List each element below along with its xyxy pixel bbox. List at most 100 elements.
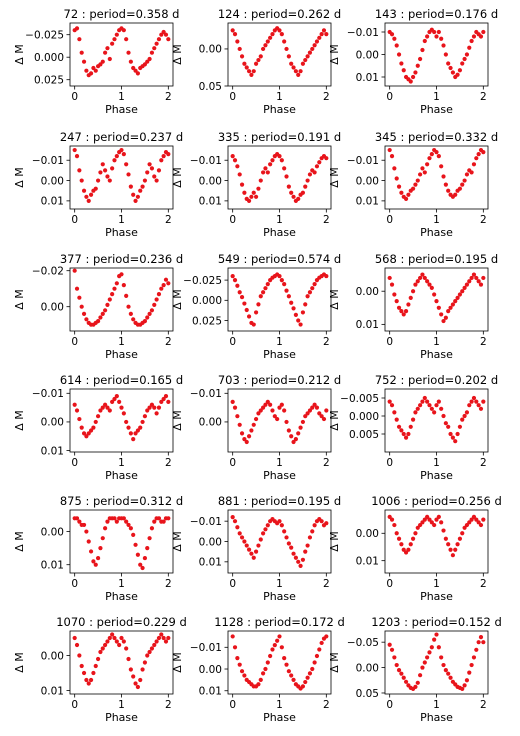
data-point: [124, 519, 129, 524]
data-point: [159, 286, 164, 291]
x-axis-label: Phase: [420, 348, 453, 361]
data-point: [103, 308, 108, 313]
x-axis-label: Phase: [263, 348, 296, 361]
data-point: [112, 158, 117, 163]
y-tick-label: −0.01: [32, 388, 64, 400]
data-point: [161, 519, 166, 524]
y-tick-label: −0.005: [340, 393, 379, 405]
data-point: [396, 305, 402, 310]
data-point: [443, 668, 448, 673]
data-point: [467, 520, 472, 525]
data-point: [289, 61, 294, 66]
x-tick-label: 2: [165, 336, 172, 348]
x-axis-label: Phase: [263, 711, 296, 724]
data-point: [415, 525, 420, 530]
data-point: [429, 285, 434, 290]
data-point: [230, 154, 235, 159]
data-point: [317, 35, 322, 40]
data-point: [166, 152, 171, 157]
data-point: [98, 546, 103, 551]
panel-title: 1070 : period=0.229 d: [56, 615, 187, 629]
data-point: [427, 517, 432, 522]
data-point: [119, 635, 124, 641]
y-axis-label: Δ M: [171, 410, 184, 431]
data-point: [310, 286, 315, 291]
data-point: [291, 677, 296, 682]
chart-panel: 752 : period=0.202 d 0 1 2 −0.005 0.000 0.005 P…: [328, 373, 498, 482]
data-point: [284, 46, 289, 52]
data-point: [441, 318, 446, 324]
data-point: [86, 681, 91, 686]
data-point: [415, 406, 420, 411]
y-tick-label: −0.01: [347, 155, 379, 167]
y-tick-label: −0.05: [347, 637, 379, 649]
data-point: [305, 178, 310, 183]
data-point: [460, 182, 465, 187]
data-point: [142, 178, 148, 183]
data-point: [399, 542, 404, 547]
data-point: [131, 192, 136, 197]
panel-title: 124 : period=0.262 d: [218, 7, 341, 21]
data-point: [307, 408, 313, 413]
data-point: [138, 562, 143, 567]
data-point: [389, 32, 395, 37]
data-point: [263, 43, 268, 48]
data-point: [389, 517, 395, 522]
data-point: [303, 302, 308, 307]
data-point: [159, 399, 164, 404]
data-point: [128, 59, 133, 64]
data-point: [154, 41, 159, 46]
data-point: [392, 522, 397, 528]
y-tick-label: −0.01: [190, 388, 222, 400]
data-point: [460, 417, 465, 422]
data-point: [149, 646, 155, 651]
data-point: [478, 522, 484, 528]
x-axis-label: Phase: [105, 103, 138, 116]
data-point: [140, 565, 145, 571]
data-point: [392, 655, 397, 660]
data-point: [149, 166, 155, 171]
y-tick-label: 0.00: [41, 417, 64, 429]
x-axis-label: Phase: [105, 348, 138, 361]
y-tick-label: 0.025: [34, 75, 64, 87]
data-point: [138, 425, 143, 430]
data-point: [310, 405, 315, 410]
data-point: [128, 431, 133, 436]
data-point: [112, 286, 117, 291]
data-point: [464, 172, 470, 177]
panel-title: 72 : period=0.358 d: [64, 7, 180, 21]
chart-panel: 1006 : period=0.256 d 0 1 2 0.00 0.01 Phase Δ M: [328, 494, 502, 603]
data-point: [464, 282, 470, 287]
data-point: [403, 679, 409, 684]
x-axis-label: Phase: [263, 103, 296, 116]
data-point: [443, 52, 448, 57]
data-point: [95, 178, 101, 183]
panel-title: 568 : period=0.195 d: [375, 252, 498, 266]
data-point: [387, 147, 392, 153]
data-point: [394, 417, 399, 422]
data-point: [296, 318, 301, 323]
data-point: [448, 431, 453, 437]
data-point: [422, 275, 427, 281]
data-point: [277, 405, 282, 410]
data-point: [263, 166, 268, 171]
data-point: [387, 399, 392, 404]
data-point: [232, 158, 238, 163]
data-point: [131, 674, 136, 679]
data-point: [410, 289, 416, 294]
data-point: [152, 174, 157, 179]
x-tick-label: 0: [229, 578, 236, 590]
panel-title: 143 : period=0.176 d: [375, 7, 498, 21]
data-point: [107, 297, 112, 302]
x-tick-label: 0: [71, 699, 78, 711]
data-point: [469, 275, 474, 281]
data-point: [460, 686, 465, 692]
data-points: [387, 272, 486, 324]
y-tick-label: 0.00: [356, 286, 379, 298]
data-point: [469, 170, 474, 175]
x-tick-label: 1: [118, 214, 125, 226]
data-point: [93, 68, 98, 73]
data-point: [289, 300, 294, 305]
data-point: [103, 526, 108, 531]
data-point: [242, 301, 247, 306]
